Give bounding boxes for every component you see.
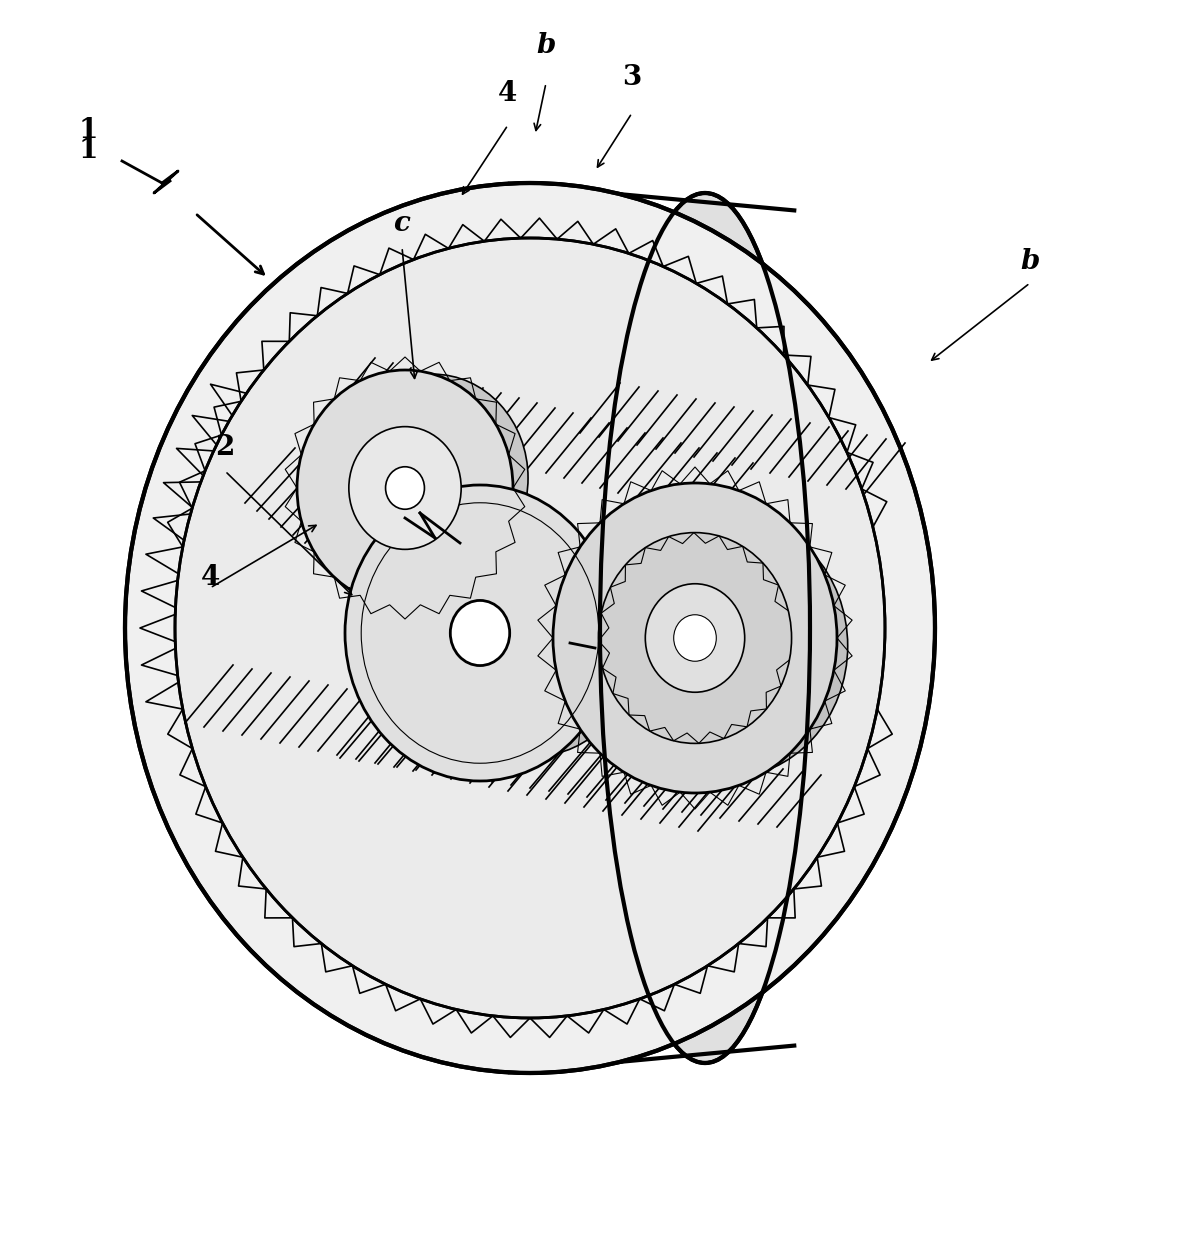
Text: 4: 4 bbox=[498, 80, 517, 107]
Ellipse shape bbox=[606, 515, 848, 778]
Text: 4: 4 bbox=[201, 564, 220, 592]
Ellipse shape bbox=[345, 485, 615, 781]
Text: 3: 3 bbox=[622, 63, 641, 91]
Text: b: b bbox=[1020, 247, 1039, 275]
Text: 2: 2 bbox=[215, 434, 234, 461]
Ellipse shape bbox=[645, 584, 745, 692]
Ellipse shape bbox=[600, 193, 810, 1063]
Ellipse shape bbox=[599, 532, 791, 743]
Ellipse shape bbox=[296, 370, 513, 607]
Text: c: c bbox=[393, 210, 410, 237]
Ellipse shape bbox=[553, 484, 837, 793]
Ellipse shape bbox=[385, 467, 424, 510]
Text: 1: 1 bbox=[79, 117, 98, 144]
Ellipse shape bbox=[433, 534, 637, 756]
Ellipse shape bbox=[621, 245, 789, 1011]
Text: 1: 1 bbox=[78, 138, 98, 164]
Ellipse shape bbox=[175, 237, 885, 1018]
Ellipse shape bbox=[673, 615, 717, 661]
Ellipse shape bbox=[348, 426, 461, 549]
Ellipse shape bbox=[338, 374, 528, 582]
Ellipse shape bbox=[450, 600, 510, 665]
Ellipse shape bbox=[125, 183, 935, 1073]
Text: b: b bbox=[536, 32, 555, 60]
